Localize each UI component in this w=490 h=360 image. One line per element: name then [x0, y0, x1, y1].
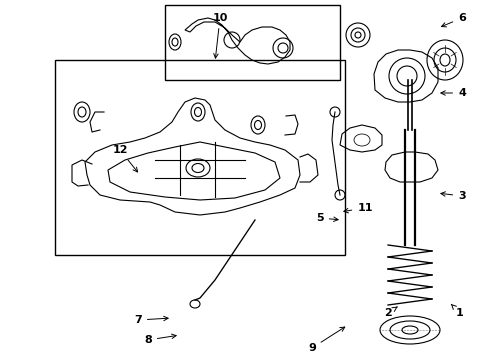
- Text: 10: 10: [212, 13, 228, 58]
- Text: 6: 6: [441, 13, 466, 27]
- Text: 12: 12: [112, 145, 138, 172]
- Text: 9: 9: [308, 327, 345, 353]
- Text: 1: 1: [451, 304, 464, 318]
- Bar: [165, 5, 340, 80]
- Text: 7: 7: [134, 315, 168, 325]
- Bar: [55, 60, 345, 255]
- Text: 2: 2: [384, 307, 397, 318]
- Text: 8: 8: [144, 334, 176, 345]
- Text: 4: 4: [441, 88, 466, 98]
- Text: 5: 5: [316, 213, 338, 223]
- Text: 11: 11: [344, 203, 373, 213]
- Text: 3: 3: [441, 191, 466, 201]
